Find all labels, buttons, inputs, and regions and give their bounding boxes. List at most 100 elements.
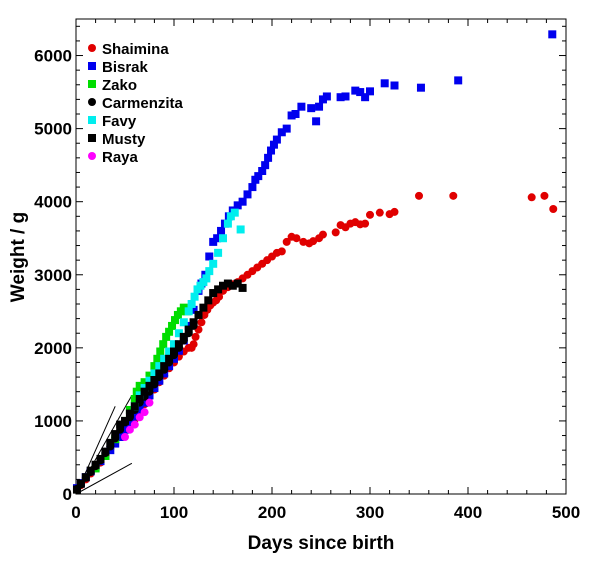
data-point: [199, 303, 208, 312]
legend-item-favy: Favy: [88, 113, 137, 130]
data-point: [202, 274, 211, 283]
data-point: [135, 381, 144, 390]
data-point: [336, 93, 345, 102]
legend-label: Zako: [102, 77, 137, 94]
data-point: [204, 296, 213, 305]
data-point: [72, 485, 81, 494]
series-musty: [72, 279, 247, 494]
data-point: [140, 387, 149, 396]
data-point: [416, 83, 425, 92]
data-point: [184, 325, 193, 334]
data-point: [160, 362, 169, 371]
data-point: [150, 369, 159, 378]
data-point: [548, 30, 557, 39]
data-point: [153, 354, 162, 363]
y-axis-label: Weight / g: [8, 212, 29, 302]
data-point: [170, 340, 178, 349]
data-point: [264, 153, 273, 162]
legend-marker: [88, 44, 96, 52]
data-point: [238, 283, 247, 292]
data-point: [81, 473, 90, 482]
data-point: [76, 479, 85, 488]
data-point: [223, 279, 232, 288]
data-point: [125, 409, 134, 418]
data-point: [101, 447, 110, 456]
data-point: [219, 234, 227, 243]
data-point: [233, 201, 242, 210]
data-point: [145, 398, 154, 407]
data-point: [254, 172, 263, 181]
data-point: [174, 329, 183, 338]
data-point: [170, 316, 179, 325]
data-point: [261, 161, 270, 170]
legend-item-zako: Zako: [88, 77, 137, 94]
data-point: [135, 395, 144, 403]
data-point: [527, 193, 536, 202]
data-point: [282, 237, 291, 246]
data-point: [191, 332, 200, 341]
legend-marker: [88, 62, 96, 70]
data-point: [269, 140, 278, 149]
data-point: [190, 292, 199, 301]
data-point: [214, 248, 223, 257]
data-point: [155, 369, 164, 378]
data-point: [165, 347, 174, 356]
data-point: [277, 247, 286, 256]
data-point: [184, 307, 193, 316]
data-point: [194, 310, 203, 319]
legend-label: Shaimina: [102, 41, 169, 58]
x-tick-label: 100: [160, 503, 188, 522]
data-point: [174, 340, 183, 349]
x-axis: 0 100 200 300 400 500: [71, 19, 580, 522]
data-point: [228, 281, 237, 290]
data-point: [361, 219, 370, 228]
data-point: [366, 87, 374, 96]
data-point: [209, 289, 218, 298]
data-point: [130, 395, 139, 403]
data-point: [454, 76, 463, 85]
data-point: [292, 234, 301, 243]
series-shaimina: [72, 191, 558, 494]
y-tick-label: 2000: [34, 339, 72, 358]
data-point: [121, 433, 129, 441]
data-point: [233, 279, 242, 288]
data-point: [91, 460, 100, 469]
data-point: [189, 305, 198, 314]
data-point: [214, 285, 223, 294]
data-point: [111, 439, 120, 448]
y-tick-label: 0: [63, 485, 72, 504]
data-point: [140, 408, 149, 417]
data-point: [315, 102, 324, 111]
x-tick-label: 200: [258, 503, 286, 522]
data-point: [168, 321, 177, 330]
data-point: [307, 104, 316, 113]
data-point: [217, 226, 226, 235]
x-tick-label: 300: [356, 503, 384, 522]
data-point: [236, 225, 245, 234]
data-point: [375, 208, 384, 217]
legend-marker: [88, 116, 96, 124]
series-favy: [130, 208, 245, 411]
data-point: [291, 110, 300, 118]
data-point: [238, 197, 247, 206]
data-point: [145, 371, 154, 380]
data-point: [170, 347, 178, 356]
data-point: [361, 93, 370, 102]
data-point: [116, 433, 125, 441]
reference-line: [75, 462, 133, 495]
data-point: [230, 208, 239, 217]
data-point: [248, 183, 257, 192]
data-point: [130, 412, 139, 421]
data-point: [135, 413, 144, 422]
y-tick-label: 3000: [34, 266, 72, 285]
y-tick-label: 6000: [34, 47, 72, 66]
data-point: [187, 300, 196, 308]
data-point: [209, 259, 218, 268]
data-point: [540, 191, 549, 200]
data-point: [366, 210, 374, 219]
data-point: [159, 340, 168, 349]
legend-item-carmenzita: Carmenzita: [88, 95, 184, 112]
plot-frame: [75, 18, 567, 495]
y-tick-label: 1000: [34, 412, 72, 431]
